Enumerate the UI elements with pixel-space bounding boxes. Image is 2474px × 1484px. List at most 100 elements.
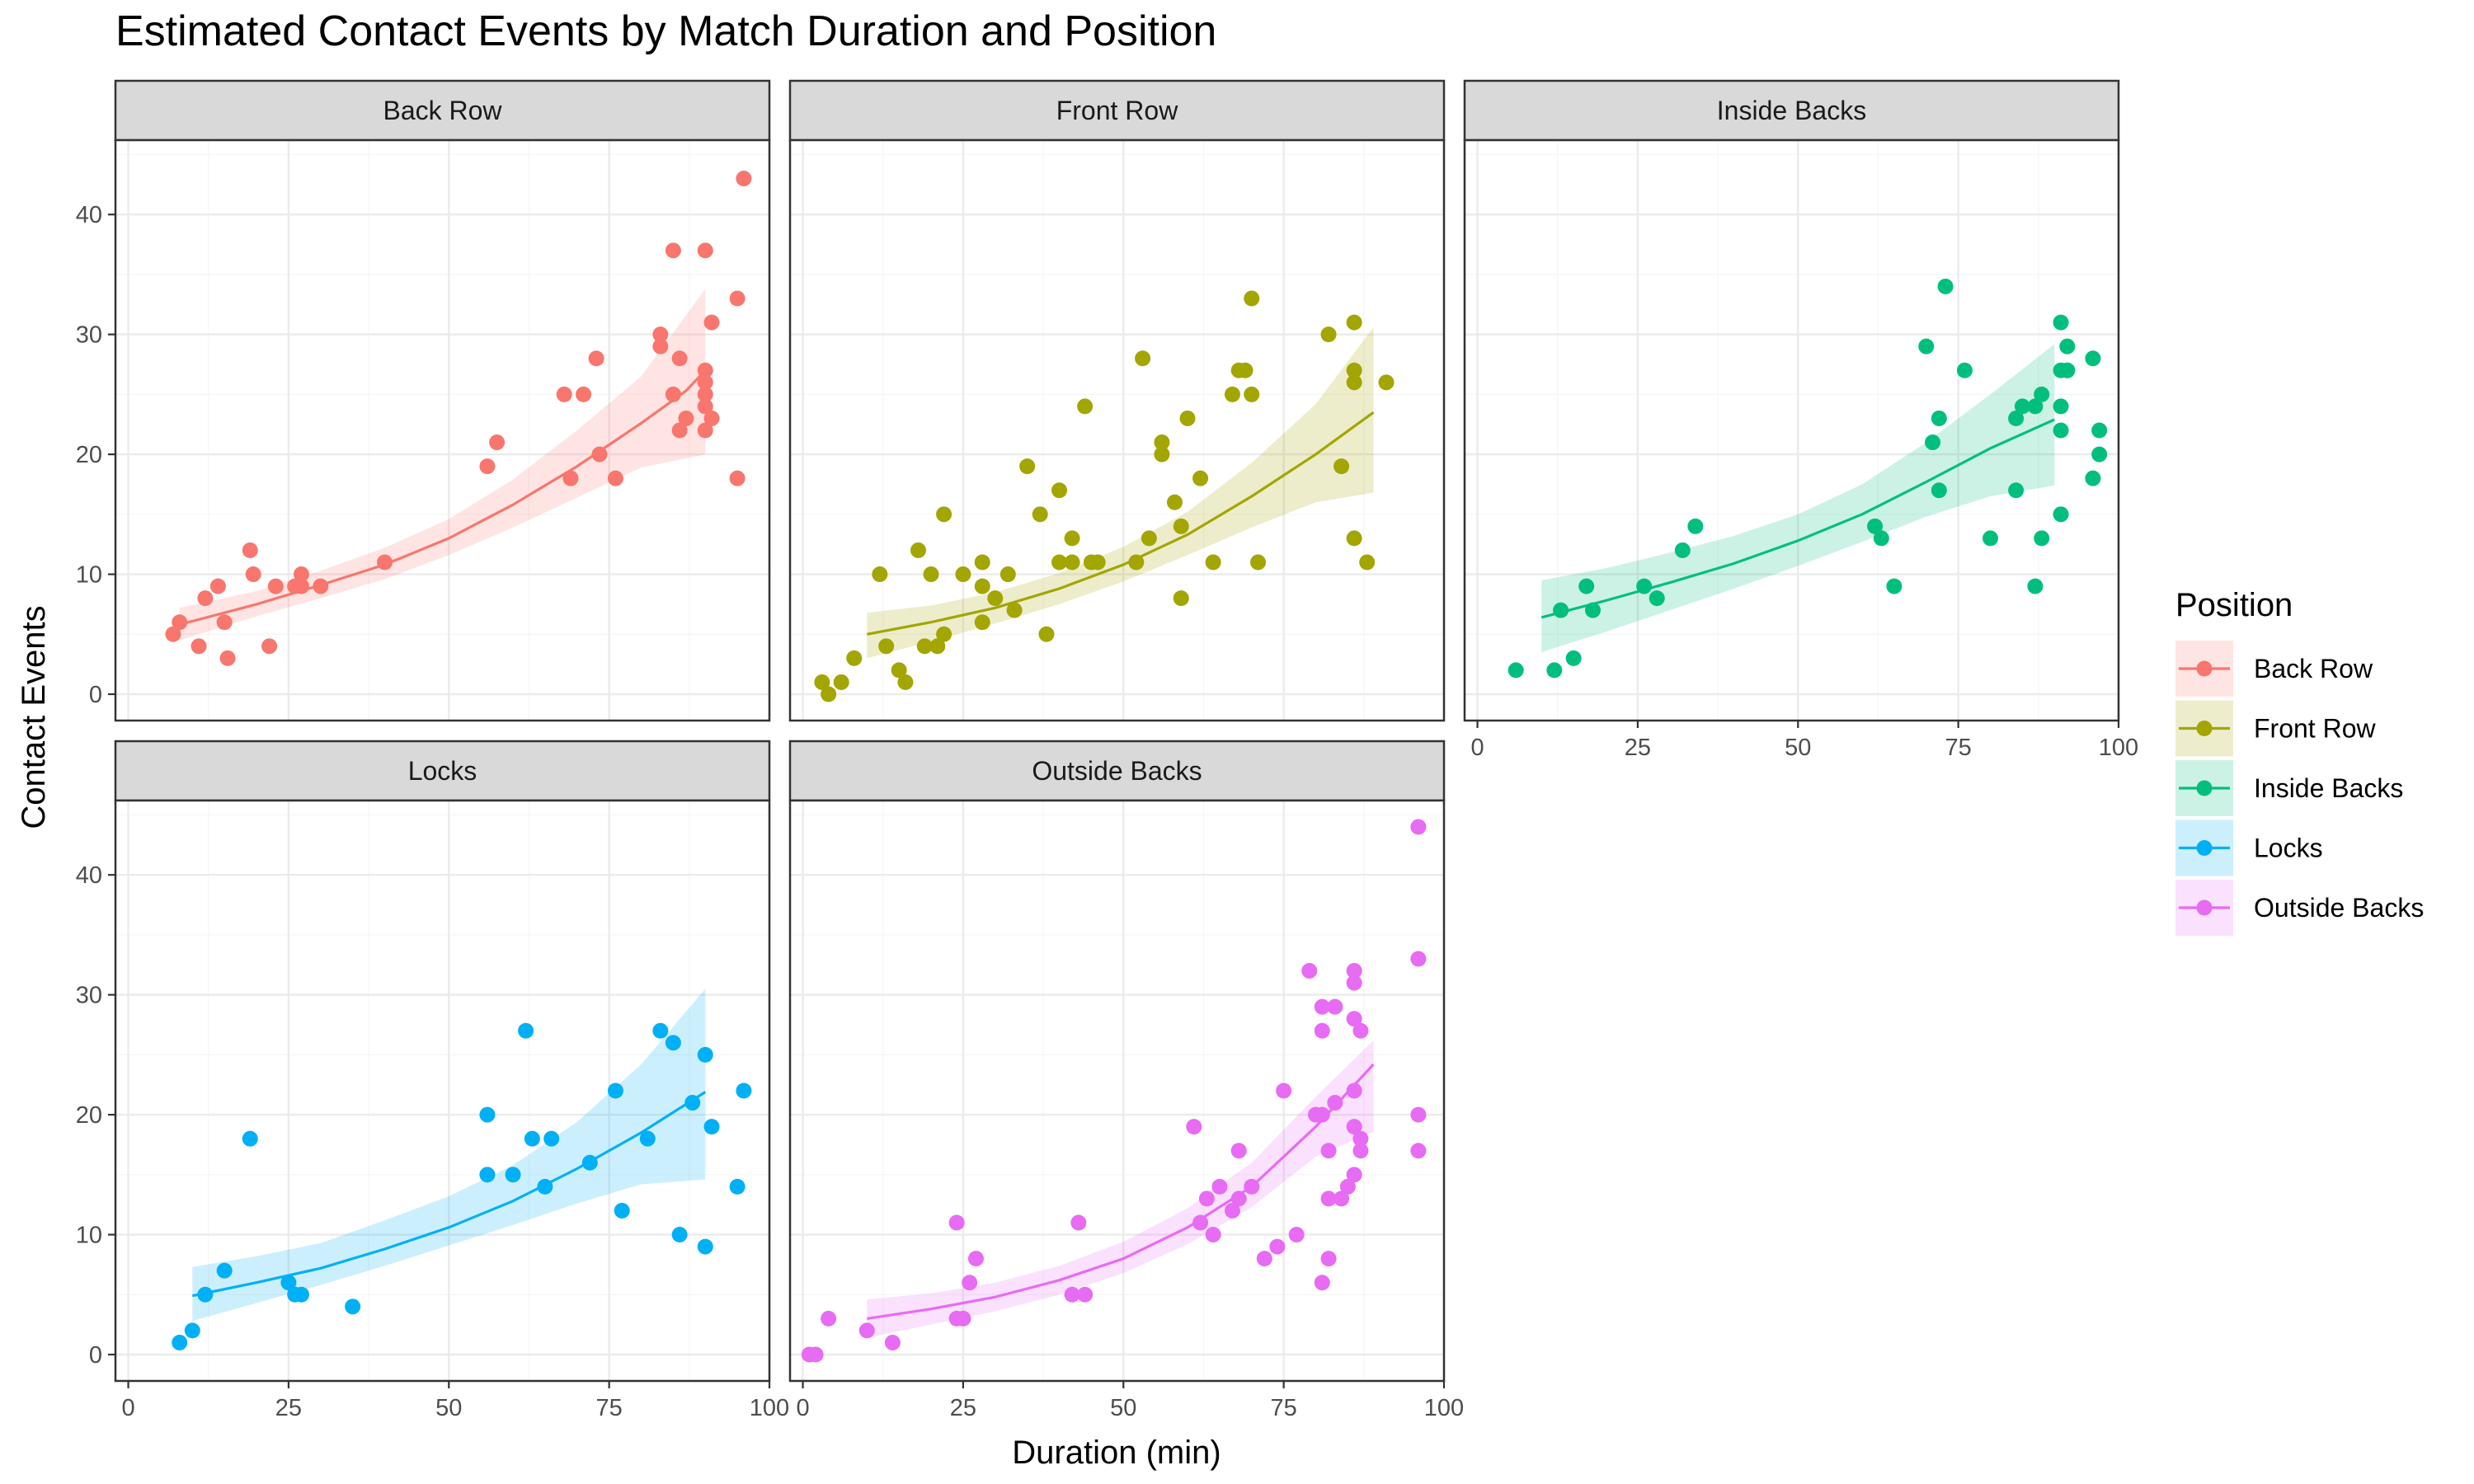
- data-point-front-row: [1128, 554, 1145, 571]
- data-point-front-row: [1224, 386, 1240, 402]
- data-point-back-row: [245, 566, 261, 583]
- data-point-front-row: [1346, 374, 1362, 391]
- data-point-outside-backs: [1314, 998, 1330, 1015]
- strip-label-inside-backs: Inside Backs: [1717, 96, 1866, 125]
- data-point-inside-backs: [2059, 338, 2076, 355]
- data-point-back-row: [697, 362, 713, 378]
- data-point-back-row: [165, 626, 181, 642]
- data-point-outside-backs: [1064, 1286, 1080, 1303]
- data-point-inside-backs: [1982, 530, 1999, 547]
- data-point-front-row: [821, 686, 837, 702]
- data-point-locks: [736, 1082, 752, 1099]
- data-point-inside-backs: [1873, 530, 1889, 547]
- data-point-front-row: [1244, 290, 1260, 307]
- data-point-front-row: [1051, 554, 1068, 571]
- data-point-outside-backs: [1186, 1119, 1202, 1135]
- x-tick-label: 50: [1785, 735, 1811, 761]
- data-point-front-row: [1320, 326, 1337, 343]
- fit-line-back-row: [179, 369, 707, 627]
- x-axis-title: Duration (min): [1012, 1435, 1221, 1471]
- x-tick-label: 25: [275, 1395, 302, 1421]
- fit-line-outside-backs: [867, 1063, 1375, 1320]
- data-point-outside-backs: [962, 1275, 978, 1291]
- legend-key-point: [2196, 899, 2213, 916]
- panel-outside-backs: Outside Backs 0 25 50 75 100: [788, 740, 1464, 1421]
- data-point-inside-backs: [1925, 434, 1941, 451]
- panel-locks: Locks 0 10 20 30 40 0 25 50 75 100: [76, 740, 789, 1421]
- data-point-back-row: [697, 422, 713, 439]
- legend-label-outside-backs: Outside Backs: [2254, 893, 2424, 923]
- panel-border: [114, 139, 771, 722]
- data-point-inside-backs: [2034, 386, 2050, 402]
- strip-inside-backs: [1463, 79, 2120, 142]
- data-point-back-row: [697, 398, 713, 415]
- legend-key-point: [2196, 840, 2213, 856]
- data-point-front-row: [1032, 506, 1048, 523]
- data-point-back-row: [671, 350, 688, 367]
- data-point-back-row: [607, 470, 623, 486]
- confidence-band-outside-backs: [867, 1040, 1374, 1338]
- data-point-locks: [639, 1130, 656, 1147]
- data-point-front-row: [1051, 482, 1068, 499]
- data-point-locks: [684, 1095, 701, 1111]
- data-point-front-row: [1250, 554, 1267, 571]
- data-point-inside-backs: [1565, 650, 1582, 666]
- data-point-front-row: [846, 650, 863, 666]
- data-point-outside-backs: [1256, 1251, 1272, 1267]
- data-point-outside-backs: [884, 1334, 901, 1350]
- y-axis-title: Contact Events: [16, 605, 52, 829]
- data-point-outside-backs: [1314, 1106, 1330, 1123]
- data-point-locks: [479, 1167, 496, 1183]
- data-point-locks: [216, 1262, 233, 1279]
- data-point-inside-backs: [2008, 482, 2025, 499]
- data-point-outside-backs: [1276, 1082, 1292, 1099]
- data-point-inside-backs: [2053, 398, 2069, 415]
- legend-key-point: [2196, 660, 2213, 677]
- strip-front-row: [788, 79, 1446, 142]
- data-point-inside-backs: [1886, 578, 1903, 594]
- legend-key-point: [2196, 780, 2213, 796]
- data-point-inside-backs: [2053, 314, 2069, 331]
- data-point-back-row: [671, 422, 688, 439]
- data-point-inside-backs: [2027, 398, 2044, 415]
- legend-item-locks: Locks: [2175, 819, 2323, 876]
- x-tick-label: 25: [950, 1395, 976, 1421]
- data-point-outside-backs: [1352, 1143, 1369, 1159]
- data-point-back-row: [562, 470, 579, 486]
- data-point-locks: [729, 1178, 745, 1195]
- data-point-outside-backs: [1346, 1119, 1362, 1135]
- y-tick-label: 0: [89, 1342, 102, 1369]
- data-point-front-row: [1064, 530, 1080, 547]
- data-point-front-row: [1154, 446, 1170, 463]
- data-point-outside-backs: [1352, 1022, 1369, 1039]
- x-tick-label: 50: [1110, 1395, 1136, 1421]
- strip-label-back-row: Back Row: [383, 96, 502, 125]
- data-point-inside-backs: [2085, 470, 2101, 486]
- data-point-outside-backs: [1269, 1238, 1286, 1255]
- data-point-front-row: [897, 674, 914, 690]
- data-point-inside-backs: [1584, 602, 1601, 618]
- data-point-front-row: [1378, 374, 1395, 391]
- data-point-front-row: [916, 638, 933, 655]
- data-point-back-row: [556, 386, 572, 402]
- data-point-back-row: [293, 566, 309, 583]
- data-point-front-row: [1205, 554, 1221, 571]
- data-point-front-row: [936, 506, 952, 523]
- data-point-locks: [665, 1035, 681, 1051]
- data-point-locks: [197, 1286, 214, 1303]
- data-point-outside-backs: [1327, 1095, 1343, 1111]
- data-point-back-row: [197, 590, 214, 607]
- panel-border: [788, 139, 1446, 722]
- data-point-front-row: [974, 578, 990, 594]
- data-point-outside-backs: [1314, 1275, 1330, 1291]
- confidence-band-inside-backs: [1541, 344, 2055, 653]
- data-point-back-row: [703, 314, 720, 331]
- data-point-front-row: [1192, 470, 1209, 486]
- strip-label-front-row: Front Row: [1056, 96, 1178, 125]
- data-point-front-row: [1141, 530, 1157, 547]
- data-point-outside-backs: [1211, 1178, 1228, 1195]
- legend-label-locks: Locks: [2254, 834, 2323, 863]
- data-point-front-row: [1333, 458, 1350, 475]
- y-tick-label: 30: [76, 322, 102, 349]
- data-point-outside-backs: [1346, 1082, 1362, 1099]
